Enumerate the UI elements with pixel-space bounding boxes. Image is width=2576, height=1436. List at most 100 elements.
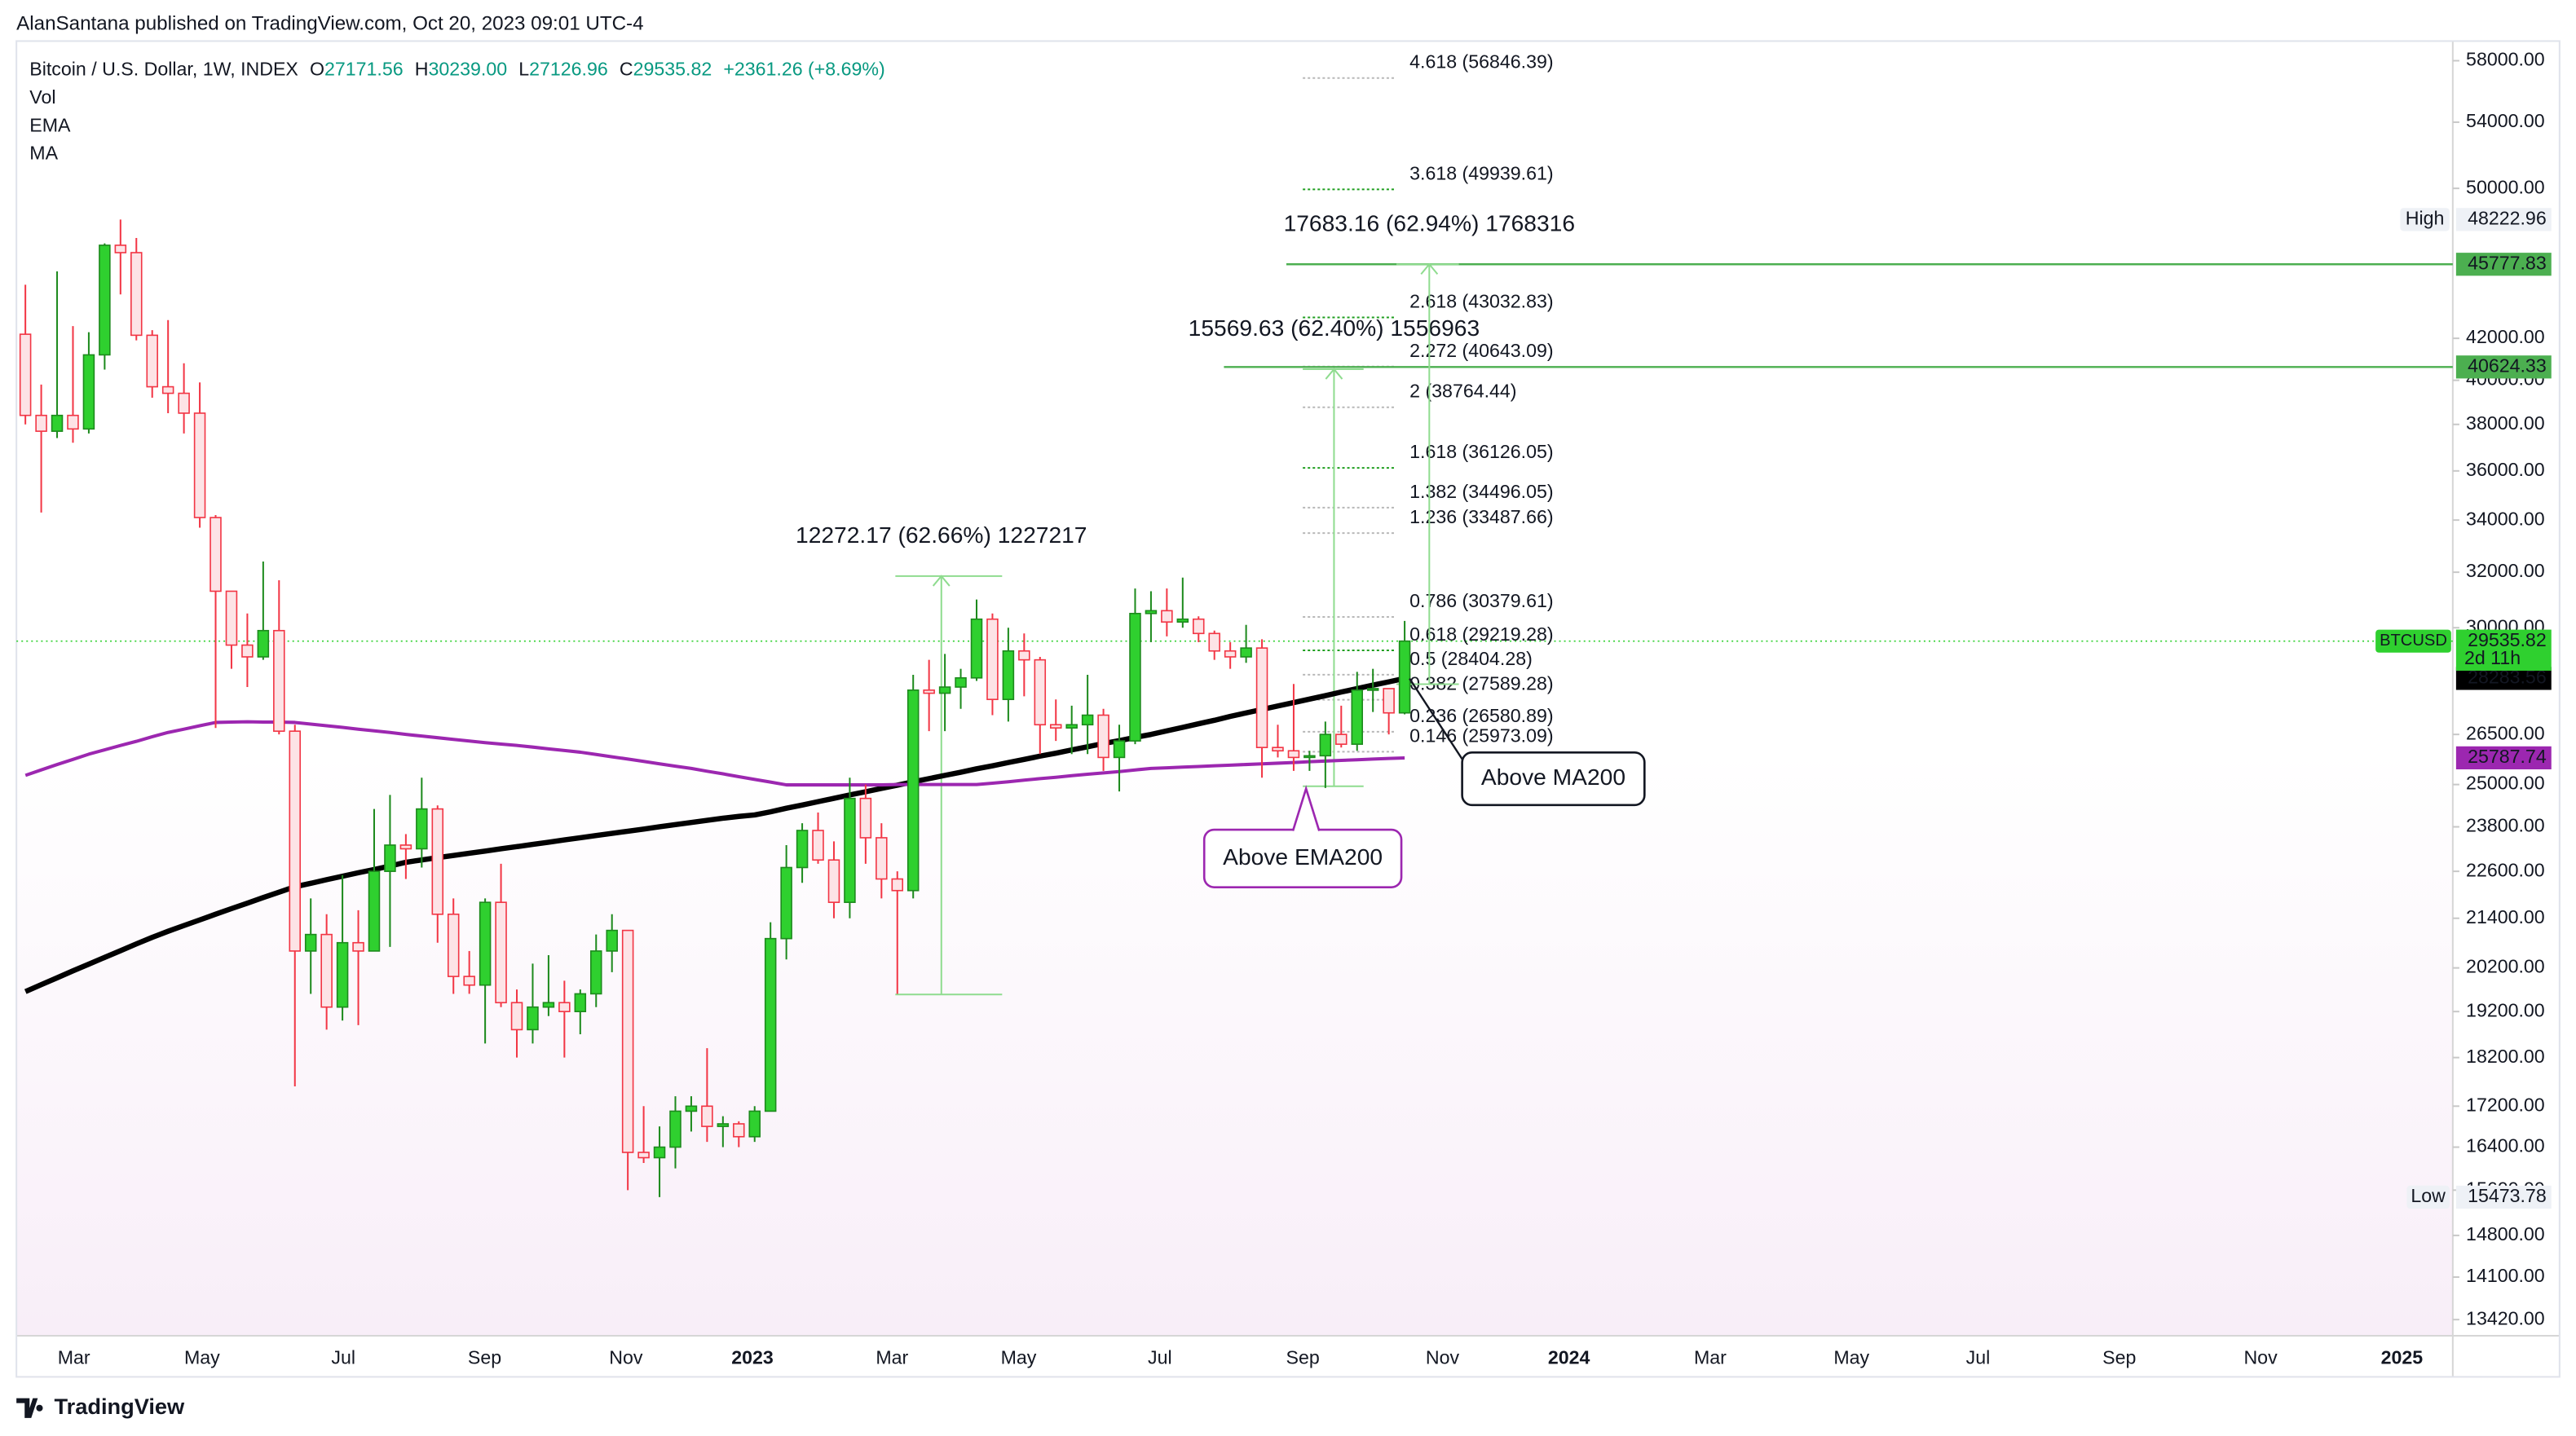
candle-body xyxy=(19,333,32,416)
candle-body xyxy=(368,870,381,952)
candle-body xyxy=(289,730,302,952)
callout-text: Above EMA200 xyxy=(1223,844,1383,870)
candle-body xyxy=(717,1123,730,1127)
ema-tag-bg xyxy=(2455,667,2552,690)
last-price-name: BTCUSD xyxy=(2380,632,2447,650)
candle-body xyxy=(495,901,507,1004)
candle-body xyxy=(1383,688,1395,714)
candle-body xyxy=(320,933,333,1008)
high-tag-name-bg xyxy=(2400,208,2450,231)
candle-body xyxy=(146,334,158,388)
candle-body xyxy=(82,354,95,430)
candle-body xyxy=(1240,647,1252,658)
callout-text: Above MA200 xyxy=(1481,764,1625,790)
measure-arrow-head xyxy=(1420,262,1439,275)
high-tag-label: 48222.96 xyxy=(2468,207,2547,228)
candle-body xyxy=(542,1002,555,1008)
y-tick-label: 13420.00 xyxy=(2466,1307,2545,1328)
fib-label: 0.5 (28404.28) xyxy=(1409,648,1533,669)
candle-body xyxy=(1255,647,1268,748)
candle-body xyxy=(1335,733,1348,745)
x-tick-label: 2024 xyxy=(1548,1346,1590,1368)
y-tick-label: 36000.00 xyxy=(2466,459,2545,480)
y-tick-label: 16400.00 xyxy=(2466,1135,2545,1156)
plot-background xyxy=(16,41,2453,1337)
candle-body xyxy=(1351,689,1364,745)
fib-label: 0.236 (26580.89) xyxy=(1409,705,1553,726)
y-tick-label: 26500.00 xyxy=(2466,722,2545,743)
candle-body xyxy=(685,1105,698,1112)
x-tick-label: May xyxy=(1833,1346,1869,1368)
candle-body xyxy=(1272,747,1284,752)
last-price-name-bg xyxy=(2375,629,2451,653)
x-tick-label: Jul xyxy=(1148,1346,1172,1368)
candle-body xyxy=(304,933,317,952)
fib-label: 2.618 (43032.83) xyxy=(1409,290,1553,311)
candle-body xyxy=(51,414,64,432)
x-tick-label: Jul xyxy=(1966,1346,1991,1368)
candle-body xyxy=(606,929,618,952)
fib-label: 2 (38764.44) xyxy=(1409,381,1516,402)
ohlc-key: H xyxy=(415,59,429,80)
y-tick-label: 19200.00 xyxy=(2466,999,2545,1020)
callout-box xyxy=(1461,751,1646,807)
candle-body xyxy=(1049,724,1062,729)
low-tag-label: 15473.78 xyxy=(2468,1185,2547,1206)
y-tick-label: 38000.00 xyxy=(2466,412,2545,434)
callout-pointer xyxy=(1291,785,1321,831)
fib-label: 0.786 (30379.61) xyxy=(1409,590,1553,611)
candle-body xyxy=(431,808,444,915)
indicator-label: MA xyxy=(29,143,58,164)
ohlc-key: C xyxy=(620,59,633,80)
low-tag-name-bg xyxy=(2406,1185,2450,1209)
ma-tag-bg xyxy=(2455,746,2552,770)
y-tick-label: 14100.00 xyxy=(2466,1265,2545,1286)
candle-body xyxy=(1193,618,1205,635)
ohlc-value: 30239.00 xyxy=(428,59,507,80)
candle-body xyxy=(447,913,460,977)
change: +2361.26 (+8.69%) xyxy=(723,59,884,80)
x-tick-label: Sep xyxy=(1286,1346,1320,1368)
y-tick-label: 17200.00 xyxy=(2466,1094,2545,1115)
x-tick-label: Sep xyxy=(468,1346,501,1368)
price-line-tag xyxy=(2455,253,2552,276)
candle-body xyxy=(970,618,983,679)
x-tick-label: 2023 xyxy=(731,1346,774,1368)
candle-body xyxy=(1034,659,1047,726)
candle-body xyxy=(463,976,475,986)
ohlc-value: 29535.82 xyxy=(633,59,712,80)
y-tick-label: 21400.00 xyxy=(2466,906,2545,927)
y-tick-label: 22600.00 xyxy=(2466,859,2545,880)
price-line-tag-label: 40624.33 xyxy=(2468,355,2547,376)
high-tag-bg xyxy=(2455,208,2552,231)
indicator-label: Vol xyxy=(29,86,55,108)
candle-body xyxy=(827,859,840,903)
x-tick-label: Jul xyxy=(331,1346,355,1368)
candle-body xyxy=(1303,755,1316,759)
candle-body xyxy=(1065,724,1078,729)
candle-body xyxy=(955,676,967,688)
x-tick-label: Nov xyxy=(609,1346,643,1368)
high-tag-name: High xyxy=(2406,207,2445,228)
ma-tag-label: 25787.74 xyxy=(2468,746,2547,767)
y-tick-label: 54000.00 xyxy=(2466,110,2545,131)
y-tick-label: 20200.00 xyxy=(2466,956,2545,977)
candle-body xyxy=(336,941,349,1008)
candle-body xyxy=(796,830,809,869)
y-tick-label: 32000.00 xyxy=(2466,560,2545,581)
candle-body xyxy=(780,866,792,940)
candle-body xyxy=(1145,610,1158,614)
ohlc-value: 27171.56 xyxy=(324,59,404,80)
candle-body xyxy=(701,1105,713,1127)
candle-body xyxy=(257,629,270,658)
candle-body xyxy=(210,517,222,592)
footer-logo: TradingView xyxy=(16,1394,185,1419)
x-tick-label: Nov xyxy=(1426,1346,1460,1368)
candle-body xyxy=(225,590,238,646)
ohlc-key: O xyxy=(310,59,324,80)
x-tick-label: Nov xyxy=(2243,1346,2278,1368)
candle-body xyxy=(527,1006,539,1031)
candle-body xyxy=(352,941,364,952)
measure-arrow-head xyxy=(1325,368,1343,380)
